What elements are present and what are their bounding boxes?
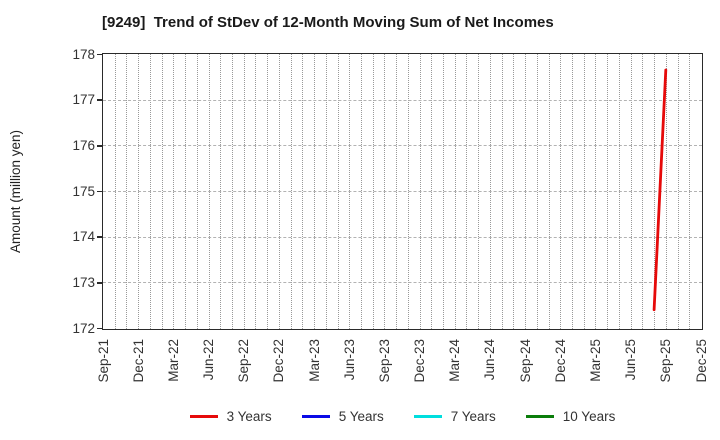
legend-swatch — [525, 414, 554, 418]
chart-title: [9249] Trend of StDev of 12-Month Moving… — [102, 14, 554, 31]
gridline-horizontal — [103, 145, 702, 147]
y-tick-label: 176 — [72, 137, 95, 153]
x-tick-label: Sep-25 — [658, 339, 674, 383]
gridline-horizontal — [103, 236, 702, 238]
y-axis-title-wrap: Amount (million yen) — [4, 53, 26, 330]
x-tick-label: Jun-22 — [201, 339, 217, 381]
legend-swatch — [413, 414, 442, 418]
plot-area — [102, 53, 703, 330]
x-tick-label: Jun-23 — [341, 339, 357, 381]
y-tick-label: 177 — [72, 92, 95, 108]
series-lines — [652, 68, 668, 312]
y-tick-label: 172 — [72, 320, 95, 336]
y-tick-mark — [97, 190, 102, 193]
gridline-horizontal — [103, 282, 702, 284]
x-tick-label: Sep-21 — [95, 339, 111, 383]
x-tick-label: Jun-24 — [482, 339, 498, 381]
x-tick-label: Sep-22 — [236, 339, 252, 383]
x-tick-label: Jun-25 — [623, 339, 639, 381]
y-tick-mark — [97, 99, 102, 101]
x-tick-label: Mar-25 — [587, 339, 603, 382]
x-tick-label: Mar-22 — [165, 339, 181, 382]
x-tick-label: Sep-23 — [376, 339, 392, 383]
gridline-horizontal — [103, 99, 702, 101]
y-axis-title: Amount (million yen) — [7, 129, 23, 254]
legend-item-5-years: 5 Years — [301, 408, 384, 424]
x-tick-label: Dec-24 — [552, 339, 568, 383]
y-tick-label: 173 — [72, 274, 95, 290]
y-tick-mark — [97, 236, 102, 238]
legend-label: 7 Years — [450, 408, 496, 424]
y-tick-label: 175 — [72, 183, 95, 199]
gridline-horizontal — [103, 191, 702, 192]
y-tick-mark — [97, 145, 102, 147]
legend-item-7-years: 7 Years — [413, 408, 496, 424]
y-tick-mark — [97, 53, 102, 56]
x-tick-label: Dec-23 — [412, 339, 428, 383]
legend-item-10-years: 10 Years — [525, 408, 616, 424]
legend: 3 Years 5 Years 7 Years 10 Years — [102, 404, 703, 428]
y-tick-label: 178 — [72, 46, 95, 62]
x-tick-label: Dec-21 — [130, 339, 146, 383]
legend-swatch — [301, 414, 330, 418]
y-tick-label: 174 — [72, 229, 95, 245]
x-tick-label: Dec-25 — [693, 339, 709, 383]
legend-label: 5 Years — [338, 408, 384, 424]
x-tick-label: Sep-24 — [517, 339, 533, 383]
y-tick-mark — [97, 327, 102, 330]
x-tick-label: Mar-23 — [306, 339, 322, 382]
y-tick-mark — [97, 282, 102, 284]
series-line-3-years — [652, 68, 668, 312]
legend-label: 3 Years — [226, 408, 272, 424]
legend-label: 10 Years — [562, 408, 616, 424]
legend-swatch — [189, 414, 218, 418]
x-tick-label: Dec-22 — [271, 339, 287, 383]
x-tick-label: Mar-24 — [447, 339, 463, 382]
legend-item-3-years: 3 Years — [189, 408, 272, 424]
